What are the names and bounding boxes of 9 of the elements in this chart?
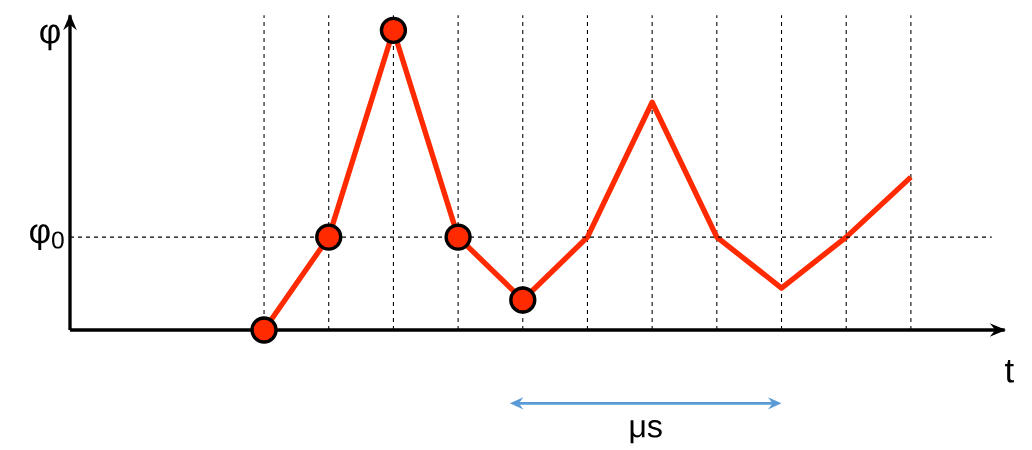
point	[250, 316, 278, 344]
point	[509, 286, 537, 314]
x-axis-title: t	[1005, 359, 1014, 383]
point	[379, 16, 408, 44]
point	[315, 223, 343, 251]
text: μs	[630, 420, 662, 444]
y-axis-title: φ	[40, 24, 60, 51]
point	[444, 223, 472, 251]
ref-line-label: φ$_{0}$	[30, 224, 64, 251]
